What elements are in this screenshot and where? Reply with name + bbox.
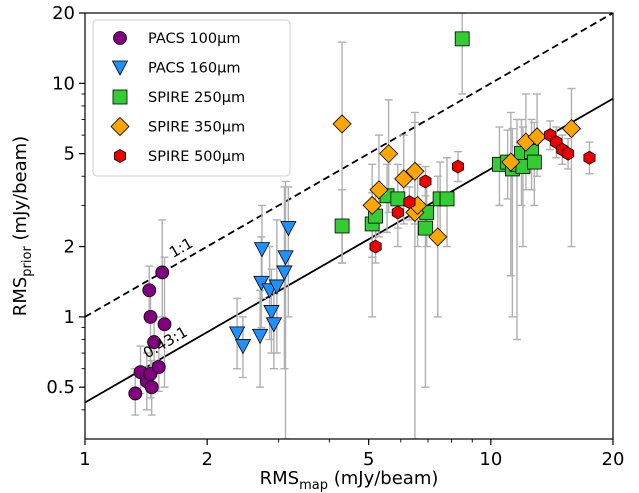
y-axis-title: RMSprior (mJy/beam) bbox=[10, 136, 35, 316]
data-point bbox=[263, 305, 280, 321]
x-axis-title-sub: map bbox=[299, 478, 328, 493]
data-point bbox=[379, 144, 399, 164]
data-point bbox=[562, 146, 575, 161]
data-point bbox=[439, 191, 455, 207]
data-point bbox=[144, 380, 159, 395]
data-point bbox=[228, 326, 246, 342]
data-point bbox=[369, 239, 382, 254]
data-point bbox=[583, 150, 596, 165]
error-bar bbox=[458, 13, 467, 95]
legend: PACS 100µm PACS 160µm SPIRE 250µm SPIRE 350… bbox=[92, 19, 291, 177]
data-point bbox=[403, 195, 416, 210]
x-axis-title: RMSmap (mJy/beam) bbox=[260, 468, 439, 493]
data-point bbox=[253, 242, 271, 258]
data-point bbox=[419, 174, 432, 189]
error-bar bbox=[567, 87, 576, 248]
y-tick-label: 1 bbox=[64, 307, 75, 328]
data-point bbox=[362, 195, 382, 216]
data-point bbox=[526, 154, 542, 170]
data-point bbox=[253, 275, 270, 292]
legend-marker bbox=[110, 116, 130, 137]
legend-marker bbox=[112, 89, 128, 105]
y-tick-label: 10 bbox=[52, 73, 75, 94]
data-point bbox=[454, 31, 470, 47]
data-point bbox=[390, 191, 406, 207]
data-point bbox=[527, 127, 547, 147]
data-point bbox=[405, 161, 425, 181]
data-point bbox=[391, 205, 404, 220]
legend-label: SPIRE 500µm bbox=[148, 149, 245, 165]
x-tick-label: 2 bbox=[201, 449, 212, 470]
error-bar bbox=[506, 111, 515, 277]
plot-frame bbox=[84, 12, 614, 440]
data-point bbox=[280, 221, 297, 237]
legend-entry: SPIRE 250µm bbox=[112, 89, 245, 106]
data-point bbox=[234, 339, 252, 355]
data-point bbox=[369, 180, 389, 200]
data-point bbox=[394, 169, 414, 189]
data-points bbox=[128, 31, 596, 401]
y-tick-label: 20 bbox=[52, 3, 75, 24]
legend-entry: SPIRE 500µm bbox=[113, 149, 245, 165]
y-tick-label: 5 bbox=[64, 144, 75, 165]
legend-marker bbox=[113, 149, 127, 163]
axis-ticks: 1 2 5 10 20 0.5 1 2 5 10 20 bbox=[46, 3, 624, 470]
x-tick-label: 5 bbox=[363, 449, 374, 470]
data-point bbox=[334, 218, 350, 234]
data-point bbox=[143, 309, 158, 324]
legend-marker bbox=[113, 31, 127, 45]
y-axis-title-base: RMS bbox=[10, 277, 31, 316]
data-point bbox=[151, 360, 166, 374]
legend-label: SPIRE 250µm bbox=[148, 90, 245, 106]
y-tick-label: 2 bbox=[64, 237, 75, 258]
data-point bbox=[501, 152, 521, 172]
x-axis-title-rest: (mJy/beam) bbox=[328, 468, 438, 489]
data-point bbox=[561, 119, 582, 139]
data-point bbox=[451, 159, 465, 174]
legend-entry: SPIRE 350µm bbox=[110, 116, 245, 137]
reference-line-1:1 bbox=[85, 13, 613, 318]
legend-entry: PACS 160µm bbox=[111, 60, 240, 77]
data-point bbox=[332, 114, 352, 134]
data-point bbox=[128, 386, 143, 401]
data-point bbox=[147, 335, 161, 349]
legend-label: PACS 160µm bbox=[148, 61, 240, 77]
legend-label: SPIRE 350µm bbox=[148, 120, 245, 136]
data-point bbox=[142, 283, 157, 298]
data-point bbox=[418, 220, 433, 236]
data-point bbox=[265, 317, 283, 333]
data-point bbox=[157, 317, 172, 332]
y-tick-label: 0.5 bbox=[46, 377, 75, 398]
data-point bbox=[276, 265, 293, 281]
data-point bbox=[251, 328, 269, 345]
data-point bbox=[155, 265, 170, 280]
legend-box bbox=[92, 19, 291, 177]
data-point bbox=[277, 250, 294, 266]
legend-label: PACS 100µm bbox=[148, 31, 240, 47]
y-axis-title-rest: (mJy/beam) bbox=[10, 136, 31, 246]
x-tick-label: 20 bbox=[602, 449, 625, 470]
data-point bbox=[428, 227, 448, 247]
x-tick-label: 10 bbox=[479, 449, 502, 470]
legend-entry: PACS 100µm bbox=[113, 31, 240, 47]
data-point bbox=[268, 279, 286, 295]
y-axis-title-sub: prior bbox=[20, 246, 35, 277]
x-axis-title-base: RMS bbox=[260, 468, 299, 489]
x-tick-label: 1 bbox=[79, 449, 90, 470]
legend-marker bbox=[111, 60, 129, 76]
